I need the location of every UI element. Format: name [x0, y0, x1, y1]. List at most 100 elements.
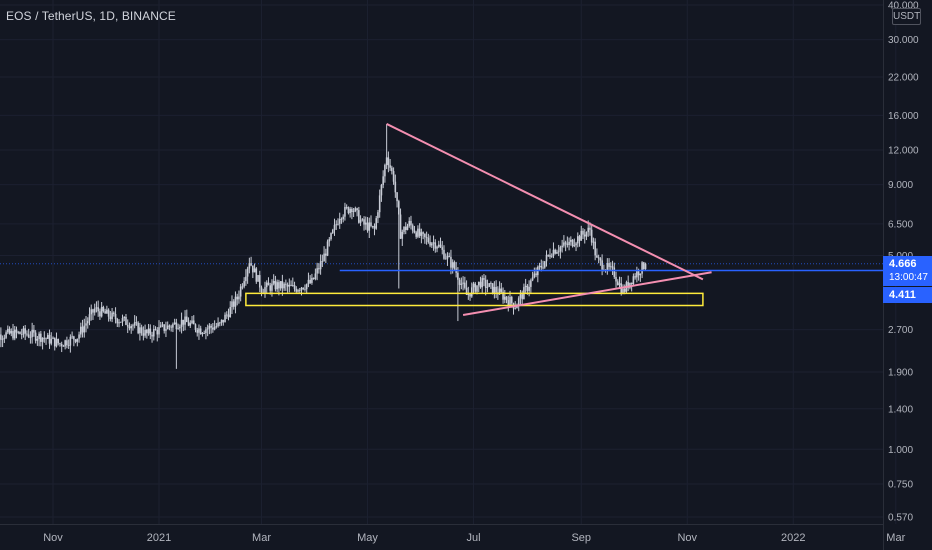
candle-body [192, 320, 195, 325]
candle-body [451, 262, 454, 268]
candle-body [563, 242, 565, 246]
candle-body [248, 263, 251, 269]
symbol-title[interactable]: EOS / TetherUS, 1D, BINANCE [6, 9, 176, 23]
candle-body [76, 338, 79, 342]
candle-body [274, 280, 277, 290]
candle-body [570, 239, 572, 242]
candle-body [213, 326, 216, 330]
candle-body [325, 253, 327, 256]
candle-body [425, 237, 428, 238]
candle-body [566, 243, 569, 245]
candle-body [427, 237, 430, 243]
candle-body [121, 318, 124, 322]
candle-body [345, 207, 348, 208]
candle-body [431, 243, 433, 246]
candle-body [575, 243, 577, 246]
candle-body [590, 229, 593, 243]
candle-body [384, 165, 386, 177]
candle-body [321, 261, 324, 263]
candle-body [62, 346, 65, 347]
candle-body [464, 282, 466, 288]
candle-body [229, 306, 232, 318]
candle-body [417, 228, 419, 237]
candle-body [146, 329, 148, 334]
candle-body [319, 261, 322, 270]
candle-body [424, 233, 426, 238]
candle-body [241, 286, 244, 288]
candle-body [196, 329, 199, 333]
candle-body [0, 334, 2, 340]
candle-body [453, 262, 456, 269]
candle-body [493, 286, 496, 294]
candle-body [557, 251, 560, 253]
candle-body [594, 241, 596, 256]
candle-body [36, 338, 39, 341]
candle-body [641, 262, 643, 274]
candle-body [359, 220, 362, 223]
candle-body [385, 157, 388, 166]
y-tick-label: 0.570 [888, 513, 913, 524]
candle-body [173, 322, 176, 325]
candle-body [352, 211, 355, 213]
candle-body [550, 255, 553, 257]
candle-body [222, 319, 225, 323]
candle-body [144, 329, 146, 336]
candle-body [333, 224, 336, 230]
candle-body [312, 277, 315, 279]
candle-body [472, 283, 475, 288]
candle-body [199, 328, 202, 335]
candle-body [326, 241, 329, 256]
candle-body [606, 263, 609, 271]
candle-body [151, 334, 153, 337]
y-tick-label: 1.900 [888, 367, 913, 378]
ascending-trendline[interactable] [462, 271, 712, 316]
candle-body [40, 333, 42, 342]
candle-body [255, 268, 258, 282]
candle-body [608, 263, 610, 267]
candle-body [38, 333, 40, 339]
candle-body [429, 242, 431, 246]
candle-body [398, 201, 400, 215]
candle-body [161, 324, 164, 326]
candle-body [323, 253, 325, 262]
candle-body [420, 232, 423, 236]
candle-body [373, 225, 376, 229]
currency-unit-badge[interactable]: USDT [892, 8, 921, 25]
candle-body [187, 322, 190, 326]
candle-body [441, 247, 444, 250]
candle-body [34, 332, 37, 341]
candle-body [311, 277, 313, 283]
candle-body [208, 325, 211, 329]
candle-body [24, 328, 26, 334]
candle-body [201, 333, 204, 335]
candle-body [104, 311, 106, 314]
bar-countdown: 13:00:47 [889, 271, 928, 283]
descending-trendline[interactable] [386, 123, 704, 281]
candle-body [107, 309, 110, 317]
candle-body [125, 316, 127, 325]
support-zone-rectangle[interactable] [245, 292, 704, 307]
candle-body [469, 293, 471, 297]
y-tick-label: 30.000 [888, 35, 919, 46]
candle-body [556, 252, 558, 254]
candle-body [298, 290, 301, 291]
x-tick-label: Jul [466, 532, 480, 544]
candle-body [531, 277, 534, 281]
candle-body [1, 338, 4, 340]
candle-body [330, 233, 332, 240]
candle-body [165, 329, 167, 331]
candle-body [158, 327, 160, 335]
candle-body [540, 265, 543, 268]
candle-body [530, 280, 532, 287]
time-axis[interactable]: Nov 2021 Mar May Jul Sep Nov 2022 Mar [43, 532, 905, 544]
candle-body [411, 225, 414, 231]
candle-body [139, 327, 141, 334]
candle-body [258, 275, 261, 288]
candle-body [460, 283, 463, 285]
y-tick-label: 9.000 [888, 180, 913, 191]
candle-body [363, 219, 365, 225]
candle-body [93, 308, 96, 313]
candle-body [48, 334, 51, 344]
candle-body [224, 314, 226, 323]
